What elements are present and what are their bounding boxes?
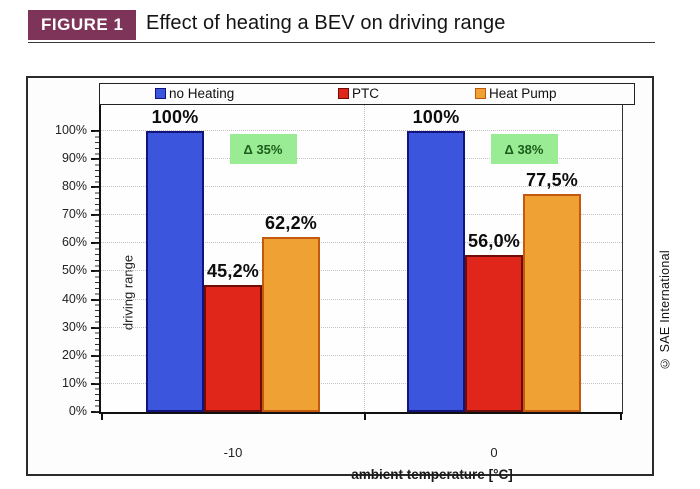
category-divider-gridline [364,105,365,412]
y-gridline-10% [101,383,622,384]
y-tick-label-0%: 0% [68,404,87,418]
y-tick-label-30%: 30% [61,320,87,334]
x-tick-mark-1 [364,414,366,420]
legend-item-heat-pump: Heat Pump [475,84,557,103]
legend-label-heat-pump: Heat Pump [489,86,557,101]
bar-value-label-no-heating-0: 100% [412,107,460,127]
y-tick-label-50%: 50% [61,263,87,277]
y-tick-label-40%: 40% [61,292,87,306]
x-tick-mark-0 [101,414,103,420]
y-tick-label-90%: 90% [61,151,87,165]
chart-container: no Heating PTC Heat Pump driving range amb… [26,76,654,482]
delta-annotation--10: Δ 35% [229,134,297,164]
copyright-credit: © SAE International [658,250,672,371]
bar-value-label-ptc--10: 45,2% [206,261,260,281]
y-major-tick-0% [91,411,99,413]
y-gridline-40% [101,299,622,300]
figure-title: Effect of heating a BEV on driving range [146,12,506,34]
y-tick-label-60%: 60% [61,235,87,249]
x-tick-mark-2 [620,414,622,420]
bar-no-heating--10 [146,131,204,412]
y-gridline-30% [101,327,622,328]
y-gridline-20% [101,355,622,356]
y-tick-label-20%: 20% [61,348,87,362]
plot-area: driving range ambient temperature [°C] 0… [55,104,623,482]
chart-legend: no Heating PTC Heat Pump [99,83,635,105]
bar-ptc--10 [204,285,262,412]
y-gridline-50% [101,270,622,271]
legend-swatch-no-heating [155,88,166,99]
legend-item-ptc: PTC [338,84,379,103]
bar-no-heating-0 [407,131,465,412]
figure-label: FIGURE 1 [28,10,137,40]
bar-value-label-no-heating--10: 100% [151,107,199,127]
y-tick-label-100%: 100% [55,123,87,137]
y-gridline-80% [101,186,622,187]
y-tick-label-10%: 10% [61,376,87,390]
y-gridline-100% [101,130,622,131]
y-tick-label-80%: 80% [61,179,87,193]
bar-value-label-ptc-0: 56,0% [467,231,521,251]
bar-value-label-heat-pump--10: 62,2% [264,213,318,233]
x-tick-label-0: 0 [490,445,498,460]
bar-ptc-0 [465,255,523,412]
x-axis-title: ambient temperature [°C] [351,467,513,482]
y-gridline-90% [101,158,622,159]
legend-item-no-heating: no Heating [155,84,234,103]
legend-swatch-ptc [338,88,349,99]
bar-heat-pump--10 [262,237,320,412]
y-axis-minor-ticks [95,131,99,412]
y-gridline-70% [101,214,622,215]
bar-value-label-heat-pump-0: 77,5% [525,170,579,190]
legend-swatch-heat-pump [475,88,486,99]
legend-label-no-heating: no Heating [169,86,235,101]
bar-heat-pump-0 [523,194,581,412]
y-axis-title: driving range [120,254,136,331]
header-rule [28,42,655,43]
delta-annotation-0: Δ 38% [490,134,558,164]
y-gridline-60% [101,242,622,243]
y-tick-label-70%: 70% [61,207,87,221]
x-tick-label--10: -10 [223,445,243,460]
legend-label-ptc: PTC [352,86,379,101]
